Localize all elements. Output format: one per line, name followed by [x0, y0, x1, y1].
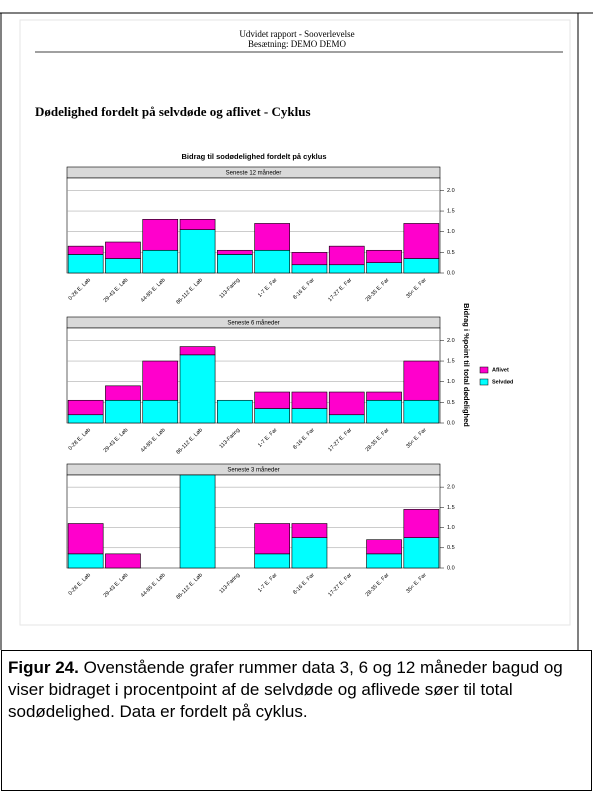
bar-segment [105, 258, 141, 274]
section-title: Dødelighed fordelt på selvdøde og aflive… [35, 104, 311, 119]
bar-segment [142, 360, 179, 401]
legend-swatch [479, 366, 489, 374]
bar-segment [366, 391, 402, 401]
bar-segment [67, 523, 104, 555]
y-tick-label: 1.5 [447, 208, 455, 214]
legend-label: Aflivet [492, 367, 509, 373]
bar-segment [403, 537, 440, 569]
bar-segment [403, 258, 440, 274]
bar-segment [179, 346, 216, 356]
y-tick-label: 0.5 [447, 250, 455, 256]
y-tick-label: 1.5 [447, 358, 455, 364]
y-tick-label: 0.5 [447, 400, 455, 406]
bar-segment [366, 553, 402, 569]
bar-segment [403, 509, 440, 538]
y-tick-label: 2.0 [447, 485, 455, 491]
bar-segment [403, 360, 440, 401]
bar-segment [403, 223, 440, 259]
bar-segment [142, 249, 179, 274]
bar-segment [142, 399, 179, 424]
bar-segment [105, 241, 141, 259]
bar-segment [254, 523, 290, 555]
y-tick-label: 1.0 [447, 525, 455, 531]
report-header: Udvidet rapport - Sooverlevelse [239, 29, 354, 39]
bar-segment [179, 229, 216, 274]
bar-segment [67, 553, 104, 569]
y-tick-label: 2.0 [447, 188, 455, 194]
y-tick-label: 2.0 [447, 338, 455, 344]
bar-segment [328, 264, 365, 274]
bar-segment [67, 254, 104, 274]
y-axis-label: Bidrag i %point til total dødelighed [462, 303, 471, 427]
panel-title: Seneste 12 måneder [226, 170, 282, 177]
bar-segment [105, 399, 141, 424]
bar-segment [366, 262, 402, 274]
bar-segment [328, 391, 365, 416]
bar-segment [403, 399, 440, 424]
bar-segment [67, 414, 104, 424]
y-tick-label: 0.0 [447, 270, 455, 276]
bar-segment [291, 523, 328, 538]
bar-segment [254, 249, 290, 274]
panel-title: Seneste 6 måneder [227, 320, 279, 327]
bar-segment [328, 414, 365, 424]
bar-segment [179, 354, 216, 424]
legend-swatch [479, 378, 489, 386]
bar-segment [142, 219, 179, 251]
bar-segment [179, 474, 216, 569]
y-tick-label: 1.5 [447, 505, 455, 511]
bar-segment [179, 219, 216, 230]
bar-segment [291, 391, 328, 409]
bar-segment [105, 385, 141, 401]
bar-segment [254, 553, 290, 569]
bar-segment [366, 539, 402, 555]
bar-segment [254, 391, 290, 409]
bar-segment [328, 245, 365, 266]
bar-segment [291, 252, 328, 266]
bar-segment [291, 537, 328, 569]
bar-segment [217, 254, 253, 274]
y-tick-label: 0.0 [447, 420, 455, 426]
bar-segment [366, 399, 402, 424]
bar-segment [254, 223, 290, 251]
bar-segment [217, 249, 253, 255]
caption-text: Ovenstående grafer rummer data 3, 6 og 1… [8, 658, 563, 721]
figure-title: Bidrag til sodødelighed fordelt på cyklu… [181, 152, 326, 161]
y-tick-label: 0.5 [447, 545, 455, 551]
bar-segment [217, 399, 253, 424]
report-subheader: Besætning: DEMO DEMO [248, 39, 347, 49]
bar-segment [67, 245, 104, 255]
legend-label: Selvdød [492, 379, 513, 385]
bar-segment [291, 264, 328, 274]
bar-segment [291, 408, 328, 424]
y-tick-label: 1.0 [447, 379, 455, 385]
bar-segment [366, 249, 402, 263]
y-tick-label: 1.0 [447, 229, 455, 235]
caption-label: Figur 24. [8, 658, 79, 677]
bar-segment [105, 553, 141, 569]
report-page: Udvidet rapport - Sooverlevelse Besætnin… [0, 12, 593, 650]
bar-segment [254, 408, 290, 424]
bar-segment [67, 399, 104, 416]
y-tick-label: 0.0 [447, 565, 455, 571]
caption: Figur 24. Ovenstående grafer rummer data… [1, 650, 592, 791]
panel-title: Seneste 3 måneder [227, 467, 279, 474]
